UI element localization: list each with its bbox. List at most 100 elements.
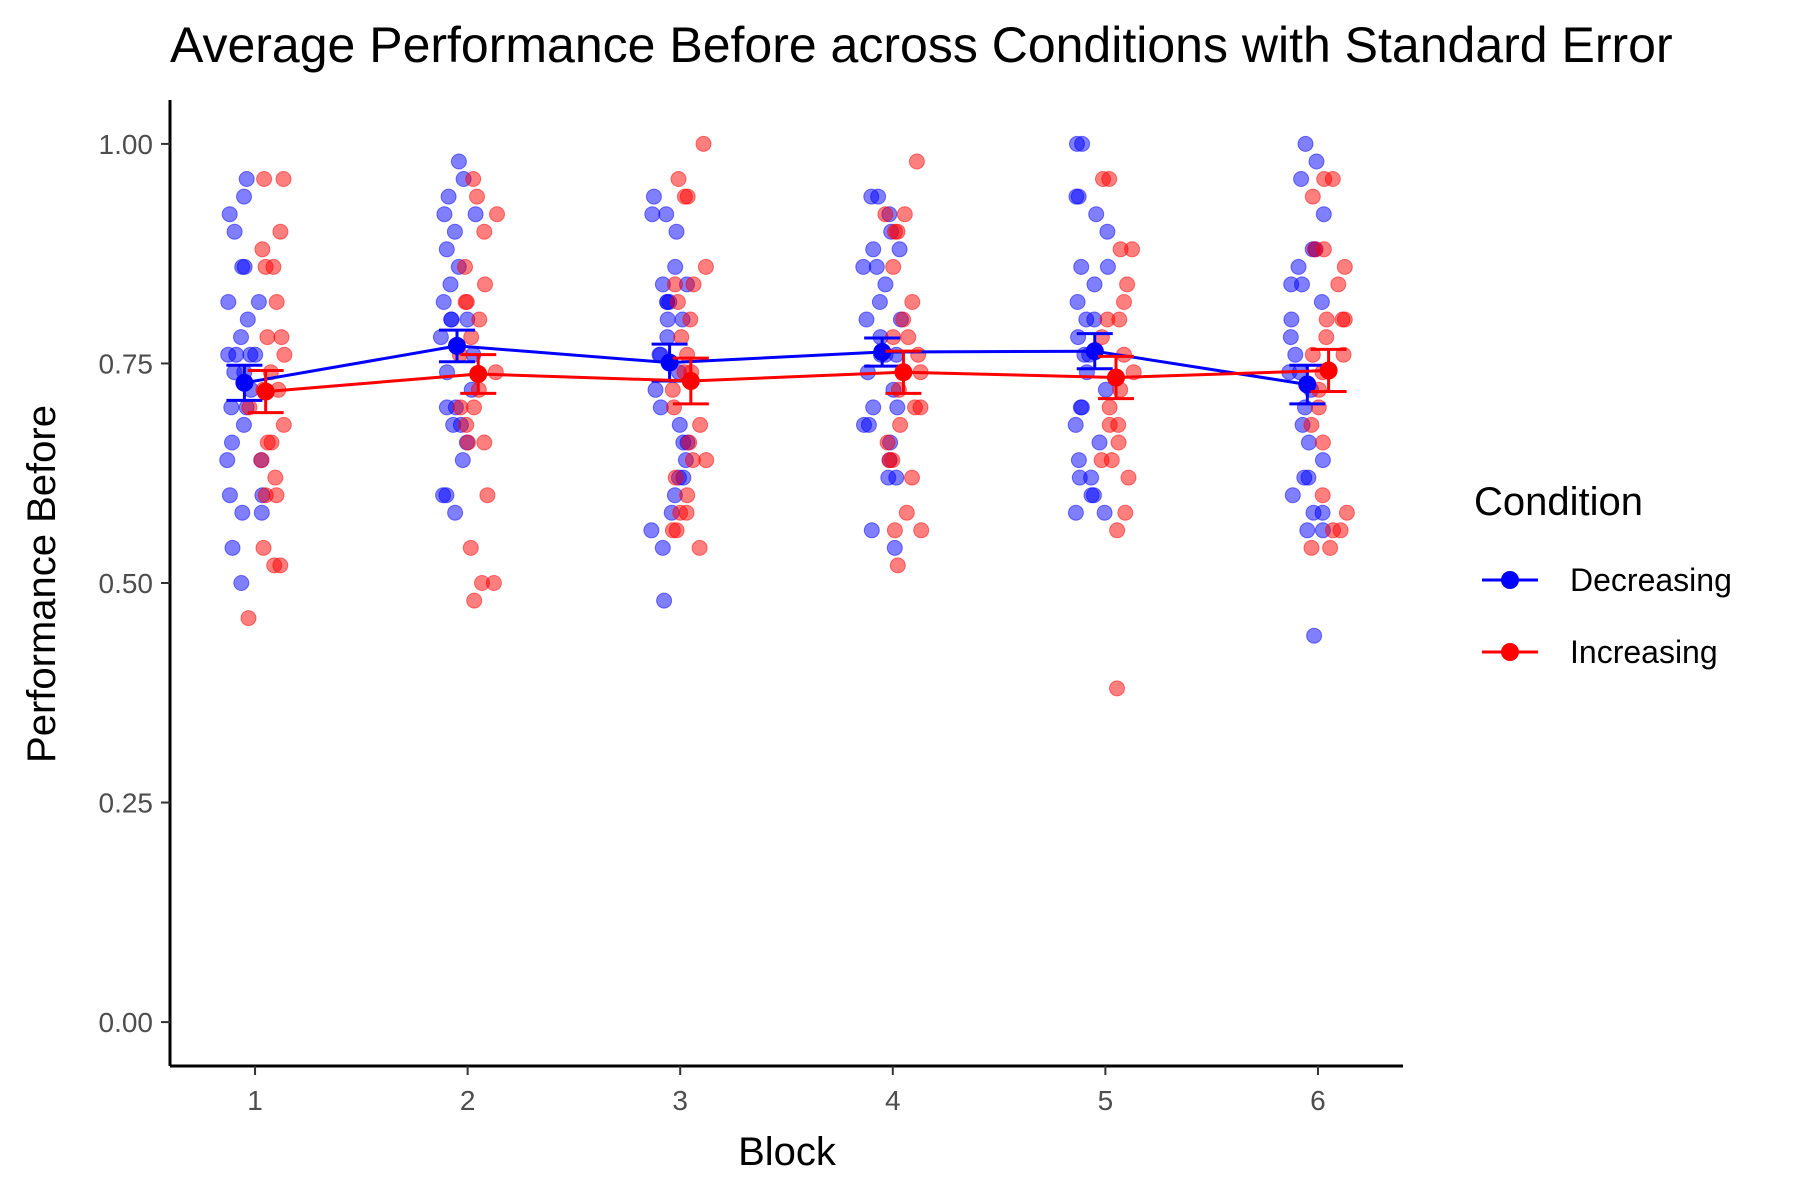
data-point bbox=[656, 592, 673, 609]
data-point bbox=[643, 522, 660, 539]
data-point bbox=[667, 469, 684, 486]
data-point bbox=[467, 206, 484, 223]
data-point bbox=[275, 171, 292, 187]
legend-key-point bbox=[1501, 571, 1519, 589]
data-point bbox=[1305, 504, 1322, 521]
data-layer bbox=[219, 135, 1355, 697]
data-point bbox=[272, 223, 289, 240]
data-point bbox=[221, 206, 238, 223]
data-point bbox=[266, 557, 283, 574]
data-point bbox=[668, 522, 685, 539]
data-point bbox=[695, 135, 712, 152]
series-line bbox=[265, 369, 1329, 394]
data-point bbox=[1086, 276, 1103, 293]
data-point bbox=[224, 434, 240, 451]
data-point bbox=[223, 399, 240, 416]
data-point bbox=[1283, 276, 1300, 293]
data-point bbox=[1093, 329, 1110, 346]
data-point bbox=[1300, 434, 1317, 451]
data-point bbox=[1338, 504, 1355, 521]
data-point bbox=[671, 416, 688, 433]
data-point bbox=[452, 399, 469, 416]
data-point bbox=[432, 329, 449, 346]
data-point bbox=[1335, 346, 1352, 363]
mean-point bbox=[873, 343, 892, 361]
data-point bbox=[889, 557, 906, 574]
data-point bbox=[1073, 399, 1090, 416]
data-point bbox=[871, 294, 888, 310]
data-point bbox=[881, 452, 898, 469]
y-tick-label: 1.00 bbox=[99, 129, 154, 160]
data-point bbox=[236, 258, 253, 275]
data-point bbox=[692, 416, 709, 433]
data-point bbox=[235, 416, 252, 433]
data-point bbox=[238, 171, 255, 187]
data-point bbox=[684, 452, 701, 469]
data-point bbox=[1070, 329, 1087, 346]
data-point bbox=[489, 206, 505, 223]
data-point bbox=[1096, 504, 1113, 521]
data-point bbox=[1099, 258, 1116, 275]
data-point bbox=[1067, 504, 1084, 521]
data-point bbox=[1318, 329, 1335, 346]
mean-point bbox=[448, 336, 466, 355]
data-point bbox=[446, 223, 463, 240]
data-point bbox=[865, 399, 882, 416]
data-point bbox=[1306, 627, 1323, 644]
data-point bbox=[1316, 171, 1333, 187]
data-point bbox=[1091, 434, 1108, 451]
data-point bbox=[466, 399, 482, 416]
data-point bbox=[891, 241, 908, 258]
data-point bbox=[1099, 223, 1116, 240]
data-point bbox=[250, 294, 267, 310]
data-point bbox=[858, 311, 875, 328]
data-point bbox=[263, 434, 280, 451]
data-point bbox=[457, 258, 473, 275]
data-point bbox=[895, 311, 912, 328]
y-tick-label: 0.25 bbox=[99, 788, 154, 819]
data-point bbox=[667, 258, 684, 275]
data-point bbox=[870, 188, 887, 205]
data-point bbox=[1120, 469, 1137, 486]
data-point bbox=[1068, 188, 1085, 205]
data-point bbox=[1101, 399, 1118, 416]
data-point bbox=[438, 241, 455, 258]
data-point bbox=[685, 276, 702, 293]
data-point bbox=[256, 171, 273, 187]
data-point bbox=[479, 487, 496, 504]
data-point bbox=[463, 329, 480, 346]
data-point bbox=[1322, 539, 1339, 556]
data-point bbox=[257, 487, 274, 504]
data-point bbox=[1314, 487, 1331, 504]
data-point bbox=[253, 452, 270, 469]
data-point bbox=[678, 504, 695, 521]
data-point bbox=[910, 346, 927, 363]
data-point bbox=[240, 610, 257, 627]
data-point bbox=[442, 276, 459, 293]
data-point bbox=[450, 153, 467, 170]
data-point bbox=[1304, 346, 1321, 363]
data-point bbox=[1303, 416, 1320, 433]
data-point bbox=[1334, 311, 1351, 328]
y-tick-label: 0.00 bbox=[99, 1007, 154, 1038]
data-point bbox=[1112, 241, 1129, 258]
data-point bbox=[1314, 434, 1331, 451]
data-point bbox=[654, 539, 671, 556]
x-axis-title: Block bbox=[738, 1130, 837, 1174]
data-point bbox=[276, 346, 293, 363]
data-point bbox=[1293, 171, 1310, 187]
data-point bbox=[220, 346, 237, 363]
data-point bbox=[224, 539, 241, 556]
chart-title: Average Performance Before across Condit… bbox=[170, 17, 1673, 73]
data-point bbox=[253, 504, 270, 521]
mean-point bbox=[660, 353, 679, 372]
data-point bbox=[233, 329, 249, 346]
data-point bbox=[1336, 258, 1353, 275]
data-point bbox=[666, 399, 682, 416]
data-point bbox=[273, 329, 290, 346]
y-axis-title: Performance Before bbox=[20, 405, 64, 763]
data-point bbox=[659, 329, 676, 346]
data-point bbox=[438, 487, 455, 504]
data-point bbox=[877, 276, 894, 293]
data-point bbox=[868, 258, 885, 275]
